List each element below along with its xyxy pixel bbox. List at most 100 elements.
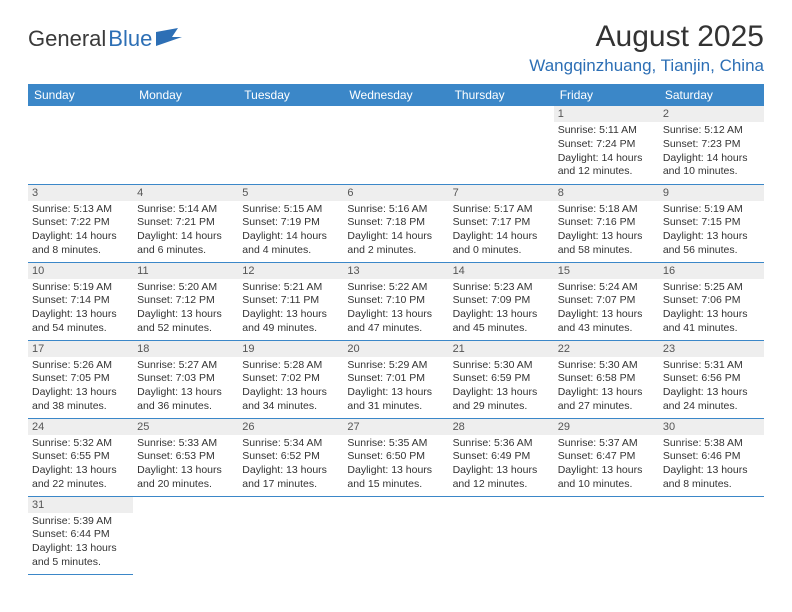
- day-daylight: Daylight: 13 hours and 12 minutes.: [453, 464, 550, 491]
- day-sunrise: Sunrise: 5:20 AM: [137, 281, 234, 295]
- day-number: 24: [28, 419, 133, 435]
- day-number: 22: [554, 341, 659, 357]
- calendar-cell: [238, 496, 343, 574]
- day-sunrise: Sunrise: 5:38 AM: [663, 437, 760, 451]
- header: GeneralBlue August 2025 Wangqinzhuang, T…: [28, 20, 764, 76]
- day-sunrise: Sunrise: 5:33 AM: [137, 437, 234, 451]
- day-sunrise: Sunrise: 5:12 AM: [663, 124, 760, 138]
- day-sunset: Sunset: 6:49 PM: [453, 450, 550, 464]
- day-sunrise: Sunrise: 5:30 AM: [558, 359, 655, 373]
- day-sunrise: Sunrise: 5:39 AM: [32, 515, 129, 529]
- day-daylight: Daylight: 13 hours and 20 minutes.: [137, 464, 234, 491]
- day-sunset: Sunset: 7:12 PM: [137, 294, 234, 308]
- calendar-cell: 22Sunrise: 5:30 AMSunset: 6:58 PMDayligh…: [554, 340, 659, 418]
- calendar-cell: 2Sunrise: 5:12 AMSunset: 7:23 PMDaylight…: [659, 106, 764, 184]
- day-daylight: Daylight: 13 hours and 29 minutes.: [453, 386, 550, 413]
- calendar-cell: 23Sunrise: 5:31 AMSunset: 6:56 PMDayligh…: [659, 340, 764, 418]
- calendar-cell: 1Sunrise: 5:11 AMSunset: 7:24 PMDaylight…: [554, 106, 659, 184]
- calendar-cell: 24Sunrise: 5:32 AMSunset: 6:55 PMDayligh…: [28, 418, 133, 496]
- day-sunset: Sunset: 7:15 PM: [663, 216, 760, 230]
- day-sunset: Sunset: 7:02 PM: [242, 372, 339, 386]
- day-number: 29: [554, 419, 659, 435]
- day-sunset: Sunset: 6:59 PM: [453, 372, 550, 386]
- day-daylight: Daylight: 13 hours and 52 minutes.: [137, 308, 234, 335]
- day-number: 19: [238, 341, 343, 357]
- calendar-cell: [238, 106, 343, 184]
- day-number: 5: [238, 185, 343, 201]
- day-number: 13: [343, 263, 448, 279]
- calendar-cell: 20Sunrise: 5:29 AMSunset: 7:01 PMDayligh…: [343, 340, 448, 418]
- day-sunset: Sunset: 7:07 PM: [558, 294, 655, 308]
- calendar-cell: 19Sunrise: 5:28 AMSunset: 7:02 PMDayligh…: [238, 340, 343, 418]
- day-daylight: Daylight: 13 hours and 49 minutes.: [242, 308, 339, 335]
- day-sunset: Sunset: 7:24 PM: [558, 138, 655, 152]
- day-sunrise: Sunrise: 5:16 AM: [347, 203, 444, 217]
- calendar-cell: 4Sunrise: 5:14 AMSunset: 7:21 PMDaylight…: [133, 184, 238, 262]
- day-sunrise: Sunrise: 5:17 AM: [453, 203, 550, 217]
- calendar-row: 3Sunrise: 5:13 AMSunset: 7:22 PMDaylight…: [28, 184, 764, 262]
- calendar-cell: 5Sunrise: 5:15 AMSunset: 7:19 PMDaylight…: [238, 184, 343, 262]
- day-sunrise: Sunrise: 5:23 AM: [453, 281, 550, 295]
- calendar-row: 17Sunrise: 5:26 AMSunset: 7:05 PMDayligh…: [28, 340, 764, 418]
- calendar-cell: [554, 496, 659, 574]
- day-daylight: Daylight: 13 hours and 27 minutes.: [558, 386, 655, 413]
- day-sunrise: Sunrise: 5:25 AM: [663, 281, 760, 295]
- calendar-cell: [133, 106, 238, 184]
- calendar-cell: 28 Sunrise: 5:36 AMSunset: 6:49 PMDayligh…: [449, 418, 554, 496]
- title-block: August 2025 Wangqinzhuang, Tianjin, Chin…: [529, 20, 764, 76]
- day-daylight: Daylight: 14 hours and 6 minutes.: [137, 230, 234, 257]
- calendar-cell: 26Sunrise: 5:34 AMSunset: 6:52 PMDayligh…: [238, 418, 343, 496]
- day-number: 3: [28, 185, 133, 201]
- calendar-cell: 9Sunrise: 5:19 AMSunset: 7:15 PMDaylight…: [659, 184, 764, 262]
- day-sunrise: Sunrise: 5:22 AM: [347, 281, 444, 295]
- calendar-cell: 12Sunrise: 5:21 AMSunset: 7:11 PMDayligh…: [238, 262, 343, 340]
- day-sunset: Sunset: 6:46 PM: [663, 450, 760, 464]
- weekday-header: Monday: [133, 84, 238, 106]
- weekday-header: Sunday: [28, 84, 133, 106]
- day-sunset: Sunset: 7:05 PM: [32, 372, 129, 386]
- day-daylight: Daylight: 13 hours and 31 minutes.: [347, 386, 444, 413]
- day-daylight: Daylight: 13 hours and 10 minutes.: [558, 464, 655, 491]
- day-number: 15: [554, 263, 659, 279]
- day-sunrise: Sunrise: 5:35 AM: [347, 437, 444, 451]
- day-sunrise: Sunrise: 5:36 AM: [453, 437, 550, 451]
- weekday-header: Friday: [554, 84, 659, 106]
- day-sunset: Sunset: 7:01 PM: [347, 372, 444, 386]
- day-sunrise: Sunrise: 5:32 AM: [32, 437, 129, 451]
- day-sunset: Sunset: 7:21 PM: [137, 216, 234, 230]
- day-sunrise: Sunrise: 5:13 AM: [32, 203, 129, 217]
- day-daylight: Daylight: 13 hours and 8 minutes.: [663, 464, 760, 491]
- day-daylight: Daylight: 13 hours and 36 minutes.: [137, 386, 234, 413]
- day-number: 7: [449, 185, 554, 201]
- day-daylight: Daylight: 14 hours and 8 minutes.: [32, 230, 129, 257]
- day-sunset: Sunset: 7:17 PM: [453, 216, 550, 230]
- day-number: 6: [343, 185, 448, 201]
- day-daylight: Daylight: 14 hours and 4 minutes.: [242, 230, 339, 257]
- calendar-cell: 13Sunrise: 5:22 AMSunset: 7:10 PMDayligh…: [343, 262, 448, 340]
- day-number: 26: [238, 419, 343, 435]
- day-sunrise: Sunrise: 5:19 AM: [663, 203, 760, 217]
- calendar-row: 31Sunrise: 5:39 AMSunset: 6:44 PMDayligh…: [28, 496, 764, 574]
- day-number: 9: [659, 185, 764, 201]
- day-sunrise: Sunrise: 5:27 AM: [137, 359, 234, 373]
- calendar-cell: 7Sunrise: 5:17 AMSunset: 7:17 PMDaylight…: [449, 184, 554, 262]
- day-number: 23: [659, 341, 764, 357]
- day-sunrise: Sunrise: 5:11 AM: [558, 124, 655, 138]
- day-sunset: Sunset: 7:19 PM: [242, 216, 339, 230]
- month-title: August 2025: [529, 20, 764, 54]
- calendar-cell: 21Sunrise: 5:30 AMSunset: 6:59 PMDayligh…: [449, 340, 554, 418]
- day-number: 28: [449, 419, 554, 435]
- day-number: 27: [343, 419, 448, 435]
- calendar-cell: 11Sunrise: 5:20 AMSunset: 7:12 PMDayligh…: [133, 262, 238, 340]
- day-sunset: Sunset: 6:47 PM: [558, 450, 655, 464]
- day-sunset: Sunset: 6:55 PM: [32, 450, 129, 464]
- calendar-cell: 6Sunrise: 5:16 AMSunset: 7:18 PMDaylight…: [343, 184, 448, 262]
- calendar-row: 24 Sunrise: 5:32 AMSunset: 6:55 PM Dayligh…: [28, 418, 764, 496]
- day-sunset: Sunset: 6:56 PM: [663, 372, 760, 386]
- calendar-cell: [343, 106, 448, 184]
- day-number: 2: [659, 106, 764, 122]
- day-sunset: Sunset: 7:14 PM: [32, 294, 129, 308]
- calendar-cell: 18Sunrise: 5:27 AMSunset: 7:03 PMDayligh…: [133, 340, 238, 418]
- logo-text-general: General: [28, 26, 106, 52]
- day-number: 10: [28, 263, 133, 279]
